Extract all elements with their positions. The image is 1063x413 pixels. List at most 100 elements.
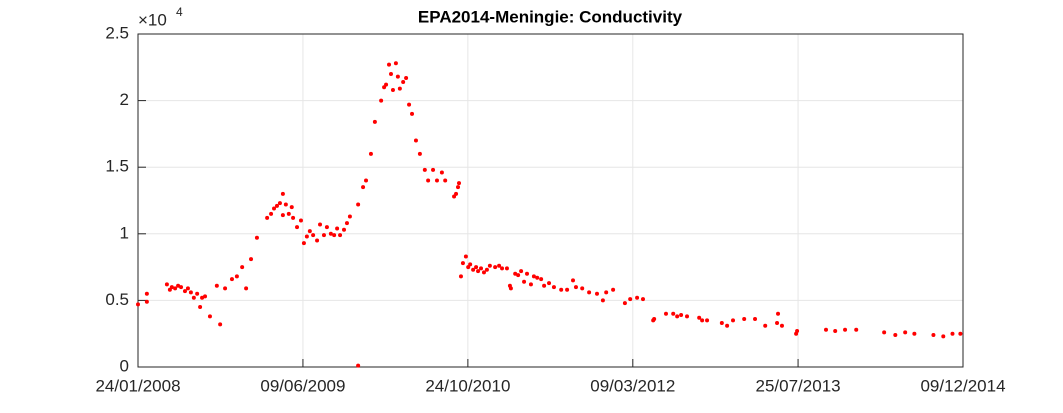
- point: [395, 74, 400, 79]
- point: [522, 279, 527, 284]
- point: [356, 202, 361, 207]
- point: [169, 285, 174, 290]
- point: [635, 295, 640, 300]
- point: [731, 318, 736, 323]
- point: [283, 202, 288, 207]
- point: [265, 215, 270, 220]
- point: [753, 317, 758, 322]
- point: [519, 269, 524, 274]
- point: [274, 203, 279, 208]
- x-tick-label: 09/12/2014: [920, 376, 1005, 395]
- point: [277, 201, 282, 206]
- point: [286, 211, 291, 216]
- y-tick-label: 1: [120, 223, 129, 242]
- point: [223, 286, 228, 291]
- point: [295, 225, 300, 230]
- x-tick-label: 24/10/2010: [425, 376, 510, 395]
- point: [401, 79, 406, 84]
- point: [458, 274, 463, 279]
- point: [269, 211, 274, 216]
- point: [182, 289, 187, 294]
- point: [559, 287, 564, 292]
- point: [484, 267, 489, 272]
- point: [185, 286, 190, 291]
- point: [547, 281, 552, 286]
- point: [882, 330, 887, 335]
- point: [234, 274, 239, 279]
- point: [198, 305, 203, 310]
- point: [776, 311, 781, 316]
- point: [912, 331, 917, 336]
- point: [531, 274, 536, 279]
- point: [195, 291, 200, 296]
- point: [422, 167, 427, 172]
- point: [508, 286, 513, 291]
- point: [390, 87, 395, 92]
- y-exponent-base: ×10: [138, 10, 167, 29]
- point: [679, 313, 684, 318]
- point: [833, 329, 838, 334]
- point: [775, 321, 780, 326]
- point: [479, 266, 484, 271]
- y-tick-label: 0.5: [105, 290, 129, 309]
- point: [439, 170, 444, 175]
- point: [164, 282, 169, 287]
- point: [628, 297, 633, 302]
- point: [335, 226, 340, 231]
- point: [571, 278, 576, 283]
- point: [280, 191, 285, 196]
- point: [580, 286, 585, 291]
- point: [272, 206, 277, 211]
- point: [301, 241, 306, 246]
- x-tick-label: 09/06/2009: [260, 376, 345, 395]
- point: [388, 71, 393, 76]
- point: [431, 167, 436, 172]
- point: [719, 321, 724, 326]
- point: [304, 234, 309, 239]
- point: [342, 227, 347, 232]
- point: [203, 294, 208, 299]
- point: [229, 277, 234, 282]
- point: [604, 290, 609, 295]
- point: [535, 275, 540, 280]
- point: [379, 98, 384, 103]
- point: [843, 327, 848, 332]
- point: [298, 218, 303, 223]
- point: [393, 61, 398, 66]
- point: [474, 265, 479, 270]
- point: [516, 273, 521, 278]
- point: [372, 119, 377, 124]
- point: [173, 286, 178, 291]
- point: [144, 299, 149, 304]
- y-tick-label: 2: [120, 90, 129, 109]
- point: [497, 263, 502, 268]
- point: [697, 315, 702, 320]
- point: [144, 291, 149, 296]
- point: [280, 213, 285, 218]
- point: [384, 82, 389, 87]
- point: [289, 205, 294, 210]
- point: [941, 334, 946, 339]
- point: [315, 238, 320, 243]
- point: [493, 265, 498, 270]
- point: [291, 215, 296, 220]
- point: [404, 75, 409, 80]
- point: [481, 270, 486, 275]
- point: [324, 225, 329, 230]
- point: [321, 233, 326, 238]
- point: [443, 178, 448, 183]
- point: [311, 233, 316, 238]
- point: [622, 301, 627, 306]
- point: [361, 185, 366, 190]
- point: [207, 314, 212, 319]
- point: [795, 329, 800, 334]
- point: [779, 323, 784, 328]
- point: [931, 333, 936, 338]
- point: [417, 151, 422, 156]
- point: [487, 263, 492, 268]
- point: [347, 214, 352, 219]
- point: [471, 267, 476, 272]
- point: [652, 317, 657, 322]
